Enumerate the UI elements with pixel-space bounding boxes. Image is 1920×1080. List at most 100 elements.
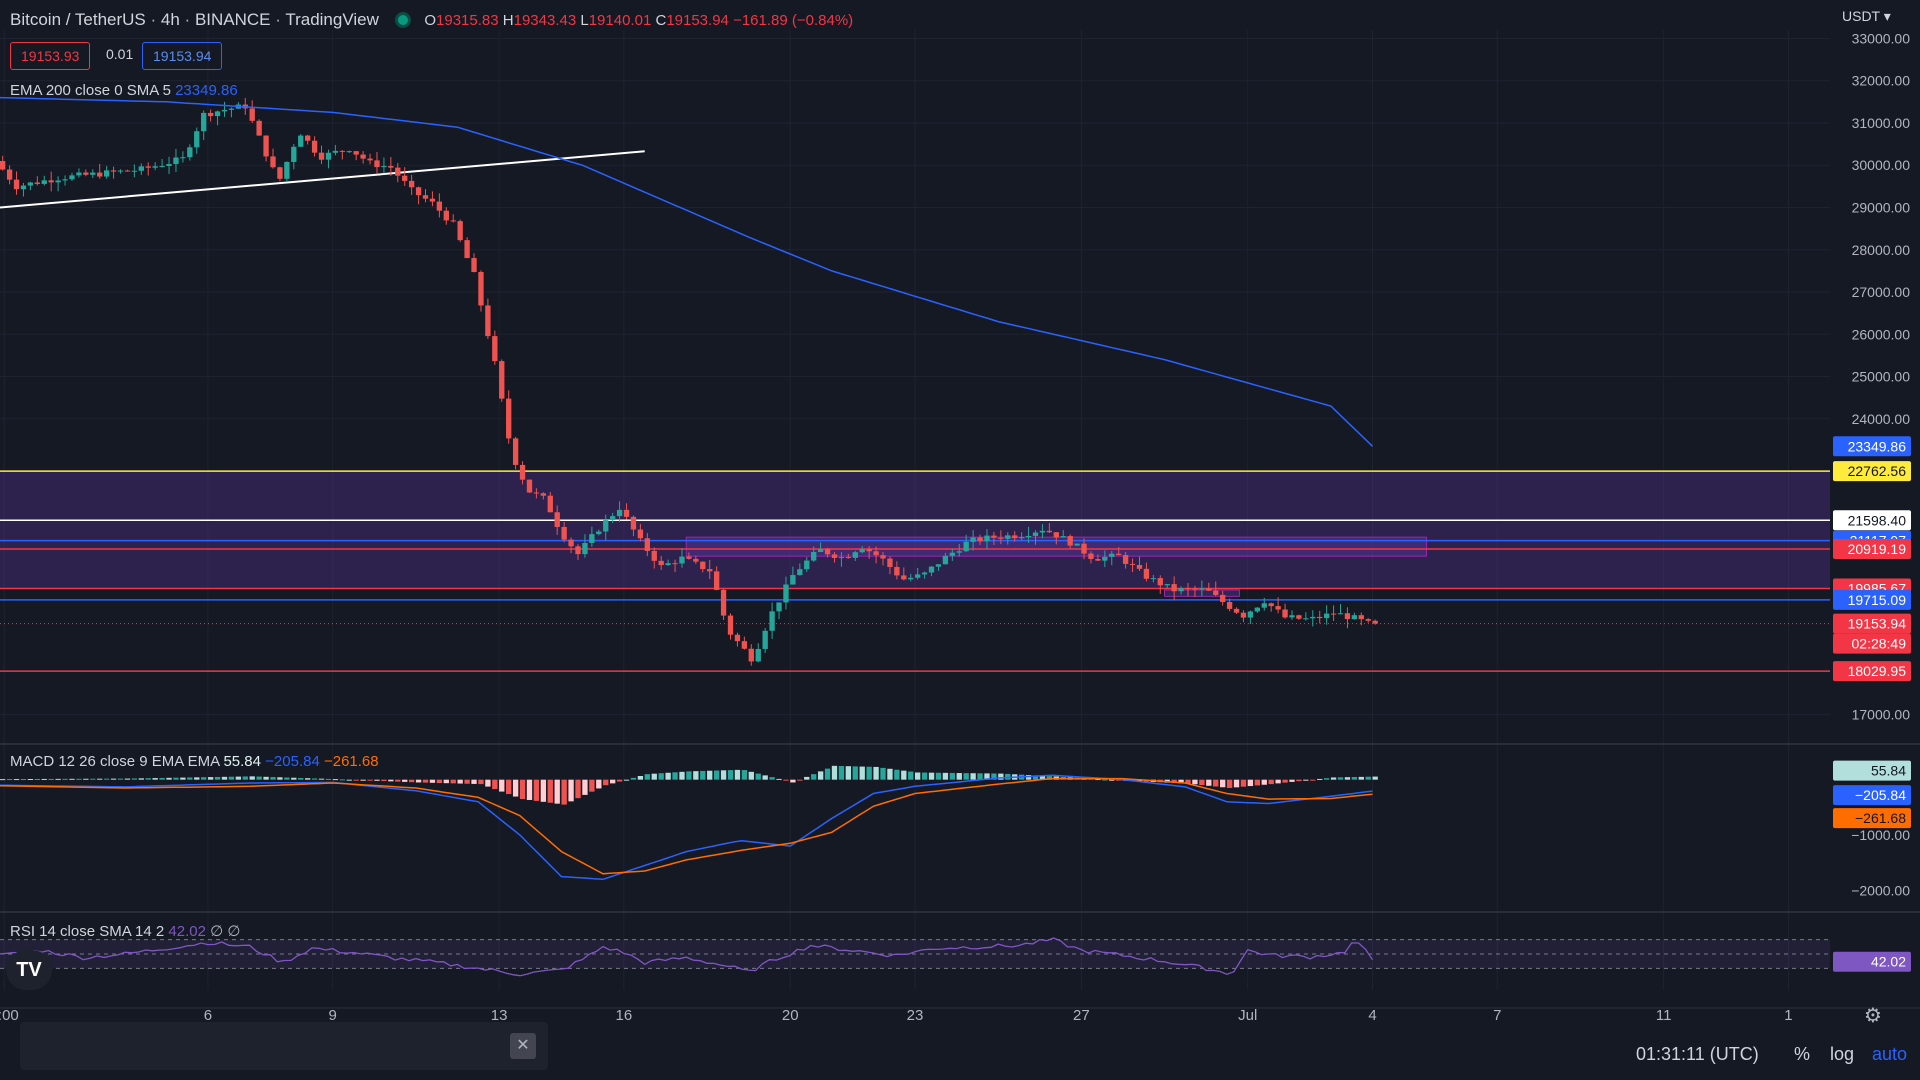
macd-histogram-bar [1337,777,1344,780]
macd-histogram-bar [436,779,443,783]
candle-body [998,537,1004,539]
candle-body [367,158,373,161]
auto-toggle[interactable]: auto [1872,1044,1908,1064]
candle-body [1116,553,1122,556]
macd-histogram-bar [589,779,595,792]
macd-histogram-bar [928,772,935,780]
tradingview-logo-icon[interactable]: TV [6,950,52,990]
macd-histogram-bar [20,779,27,781]
candle-body [859,549,865,553]
macd-histogram-bar [894,769,900,780]
macd-histogram-bar [582,779,588,795]
candle-body [381,165,387,168]
candle-body [48,180,54,183]
candle-body [83,172,89,175]
buy-price-button[interactable]: 19153.94 [142,42,223,70]
bottom-panel [20,1022,548,1070]
percent-toggle[interactable]: % [1794,1044,1811,1064]
candle-body [928,566,935,573]
candle-body [103,170,110,177]
macd-histogram-bar [693,771,699,780]
interval-label[interactable]: 4h [160,10,180,29]
candle-body [318,152,325,160]
candle-body [727,615,734,635]
candle-body [561,526,567,540]
candle-body [180,157,186,159]
candle-body [970,537,976,542]
candle-body [1046,530,1053,533]
macd-histogram-bar [110,778,117,780]
candle-body [512,438,519,465]
macd-histogram-bar [48,778,54,780]
macd-histogram-bar [977,773,983,780]
macd-histogram-bar [852,766,858,780]
macd-histogram-bar [1206,779,1212,786]
log-toggle[interactable]: log [1830,1044,1855,1064]
candle-body [693,558,699,562]
macd-histogram-bar [998,773,1004,780]
candle-body [145,166,151,168]
time-axis-tick: 4 [1368,1007,1376,1024]
sell-price-button[interactable]: 19153.93 [10,42,91,70]
candle-body [700,561,706,570]
symbol-title[interactable]: Bitcoin / TetherUS [10,10,146,29]
macd-legend-label: MACD 12 26 close 9 EMA EMA [10,753,220,770]
candle-body [790,575,796,585]
macd-histogram-bar [214,776,221,780]
macd-histogram-bar [1289,779,1295,782]
macd-histogram-bar [1116,779,1122,781]
ema-legend[interactable]: EMA 200 close 0 SMA 5 23349.86 [10,82,238,99]
candles [0,97,1378,666]
rsi-legend[interactable]: RSI 14 close SMA 14 2 42.02 ∅ ∅ [10,922,240,940]
candle-body [679,556,685,564]
candle-body [284,161,290,179]
macd-histogram-bar [783,779,789,781]
macd-histogram-bar [76,778,82,780]
candle-body [866,549,872,552]
macd-histogram-bar [665,772,671,780]
candle-body [332,150,339,153]
candle-body [1178,588,1184,592]
candle-body [1254,607,1260,612]
macd-histogram-bar [145,778,151,780]
candle-body [1289,615,1295,618]
countdown-bg [1833,633,1911,654]
candle-body [949,552,955,556]
macd-axis-tick: −1000.00 [1851,827,1910,843]
candle-body [824,549,831,555]
macd-histogram-bar [880,767,886,780]
macd-line-tag-bg [1833,785,1911,806]
candle-body [852,552,858,558]
candle-body [686,556,692,559]
macd-histogram-bar [471,779,477,784]
close-icon[interactable]: ✕ [510,1033,536,1059]
gear-icon[interactable]: ⚙ [1864,1005,1882,1027]
candle-body [360,154,366,159]
candle-body [1240,612,1247,618]
candle-body [797,569,803,576]
candle-body [1303,618,1309,620]
rsi-tag-bg [1833,951,1911,972]
ohlc-o-label: O [424,12,437,29]
ohlc-change: −161.89 (−0.84%) [733,12,854,29]
candle-body [741,641,748,649]
candle-body [1199,588,1205,590]
candle-body [887,558,893,567]
macd-histogram-bar [395,779,401,782]
price-tag-bg [1833,510,1911,531]
candle-body [214,111,221,117]
macd-signal-tag: −261.68 [1855,810,1906,826]
macd-histogram-bar [13,779,20,781]
utc-clock[interactable]: 01:31:11 (UTC) [1636,1044,1759,1064]
price-tag: 20919.19 [1848,541,1907,557]
macd-histogram-bar [547,779,553,803]
candle-body [1330,613,1337,615]
candle-body [256,120,262,136]
candle-body [499,361,505,399]
macd-histogram-bar [596,779,602,789]
currency-selector[interactable]: USDT ▾ [1842,8,1891,24]
candle-body [173,157,179,164]
candle-body [755,648,761,662]
macd-legend[interactable]: MACD 12 26 close 9 EMA EMA 55.84 −205.84… [10,753,379,770]
